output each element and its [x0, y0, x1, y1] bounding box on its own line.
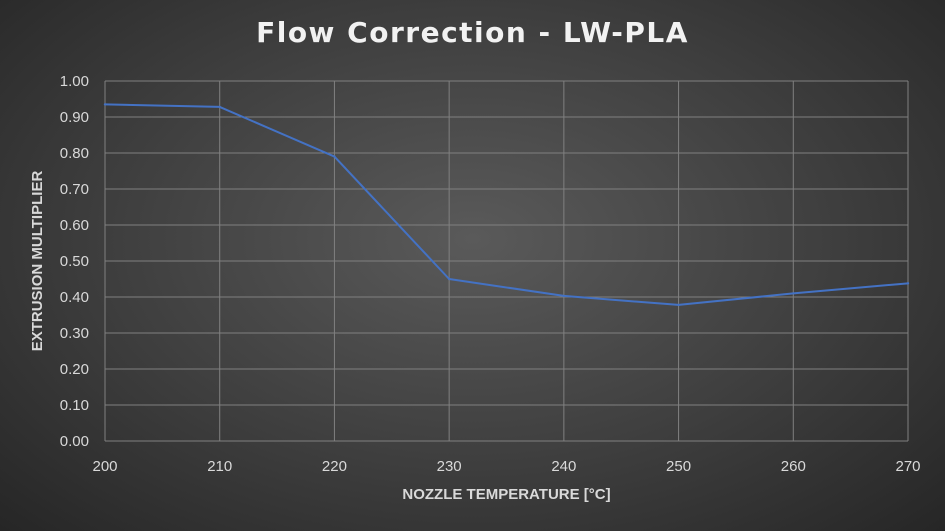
- y-tick-label: 0.70: [60, 181, 89, 198]
- y-tick-label: 0.30: [60, 325, 89, 342]
- grid-lines: [104, 80, 909, 442]
- x-tick-label: 220: [322, 458, 347, 475]
- chart-title: Flow Correction - LW-PLA: [256, 16, 689, 49]
- y-axis-label: EXTRUSION MULTIPLIER: [29, 171, 46, 352]
- series-line: [104, 103, 909, 306]
- y-tick-label: 0.90: [60, 109, 89, 126]
- y-tick-label: 0.00: [60, 433, 89, 450]
- x-axis-ticks: 200 210 220 230 240 250 260 270: [92, 458, 920, 475]
- x-axis-label: NOZZLE TEMPERATURE [°C]: [402, 486, 610, 503]
- x-tick-label: 250: [666, 458, 691, 475]
- y-tick-label: 0.10: [60, 397, 89, 414]
- data-point: [562, 294, 566, 298]
- y-tick-label: 0.50: [60, 253, 89, 270]
- x-tick-label: 230: [437, 458, 462, 475]
- data-point: [218, 105, 221, 109]
- series-layer: [103, 103, 910, 307]
- data-point: [677, 303, 680, 307]
- y-tick-label: 0.80: [60, 145, 89, 162]
- y-tick-label: 0.40: [60, 289, 89, 306]
- data-point: [906, 282, 910, 285]
- x-tick-label: 240: [551, 458, 576, 475]
- y-tick-label: 0.60: [60, 217, 89, 234]
- x-tick-label: 210: [207, 458, 232, 475]
- x-tick-label: 270: [895, 458, 920, 475]
- x-tick-label: 260: [781, 458, 806, 475]
- data-point: [333, 155, 336, 158]
- y-tick-label: 1.00: [60, 73, 89, 90]
- data-point: [447, 277, 451, 281]
- x-tick-label: 200: [92, 458, 117, 475]
- y-axis-ticks: 0.00 0.10 0.20 0.30 0.40 0.50 0.60 0.70 0.80 0.90…: [60, 73, 89, 450]
- y-tick-label: 0.20: [60, 361, 89, 378]
- data-point: [792, 292, 795, 295]
- data-point: [103, 103, 107, 106]
